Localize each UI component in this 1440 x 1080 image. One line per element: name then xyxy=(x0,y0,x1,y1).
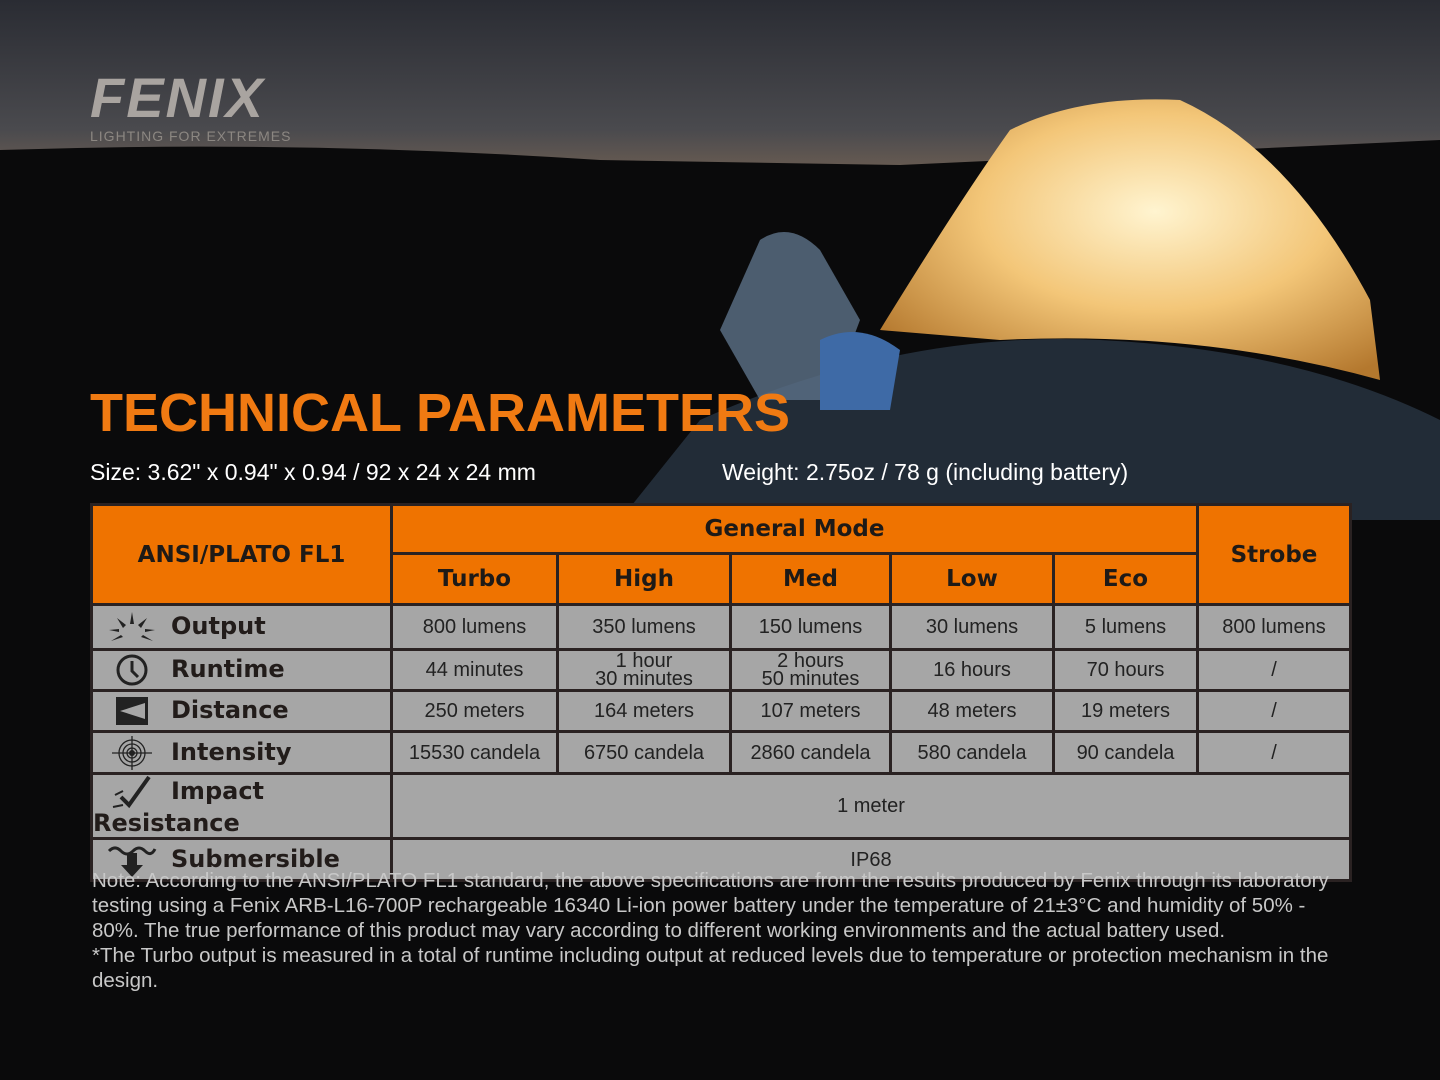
mode-high: High xyxy=(556,552,732,606)
table-row: Output 800 lumens 350 lumens 150 lumens 30 l… xyxy=(90,603,1352,651)
target-icon xyxy=(107,735,157,770)
row-label-text: Output xyxy=(171,612,266,640)
value-cell: / xyxy=(1196,689,1352,733)
mode-eco: Eco xyxy=(1052,552,1199,606)
spec-table: ANSI/PLATO FL1 General Mode Strobe Turbo… xyxy=(90,503,1352,882)
value-cell: 2860 candela xyxy=(729,730,892,775)
row-label-text: Distance xyxy=(171,696,289,724)
value-cell: 150 lumens xyxy=(729,603,892,651)
mode-low: Low xyxy=(889,552,1055,606)
value-cell: 70 hours xyxy=(1052,648,1199,692)
value-cell: 48 meters xyxy=(889,689,1055,733)
value-cell: 6750 candela xyxy=(556,730,732,775)
mode-med: Med xyxy=(729,552,892,606)
fenix-logo: FENIX LIGHTING FOR EXTREMES xyxy=(90,66,292,145)
row-label-text: Runtime xyxy=(171,655,285,683)
value-cell: 30 lumens xyxy=(889,603,1055,651)
logo-tagline: LIGHTING FOR EXTREMES xyxy=(90,128,292,144)
value-cell: / xyxy=(1196,730,1352,775)
value-cell: 5 lumens xyxy=(1052,603,1199,651)
value-cell: / xyxy=(1196,648,1352,692)
mode-turbo: Turbo xyxy=(390,552,559,606)
row-label: Distance xyxy=(90,689,393,733)
note-turbo: *The Turbo output is measured in a total… xyxy=(92,944,1329,992)
impact-icon xyxy=(107,775,157,809)
value-cell: IP68 xyxy=(390,837,1352,882)
table-row: Runtime 44 minutes 1 hour 30 minutes 2 hour… xyxy=(90,648,1352,692)
footnote: Note: According to the ANSI/PLATO FL1 st… xyxy=(92,868,1354,993)
row-label-text: Intensity xyxy=(171,737,292,766)
standard-header: ANSI/PLATO FL1 xyxy=(90,503,393,606)
weight-spec: Weight: 2.75oz / 78 g (including battery… xyxy=(722,459,1129,485)
page-title: TECHNICAL PARAMETERS xyxy=(90,383,791,443)
distance-icon xyxy=(107,694,157,728)
row-label: Submersible xyxy=(90,837,393,882)
submersible-icon xyxy=(107,843,157,877)
value-cell: 44 minutes xyxy=(390,648,559,692)
value-cell: 2 hours 50 minutes xyxy=(729,648,892,692)
value-cell: 164 meters xyxy=(556,689,732,733)
value-cell: 800 lumens xyxy=(1196,603,1352,651)
table-row: Intensity 15530 candela 6750 candela 2860 c… xyxy=(90,730,1352,775)
row-label-text: Impact Resistance xyxy=(93,777,265,837)
tent xyxy=(880,99,1380,380)
size-spec: Size: 3.62" x 0.94" x 0.94 / 92 x 24 x 2… xyxy=(90,459,536,485)
value-cell: 350 lumens xyxy=(556,603,732,651)
value-cell: 250 meters xyxy=(390,689,559,733)
row-label: Runtime xyxy=(90,648,393,692)
value-cell: 1 hour 30 minutes xyxy=(556,648,732,692)
table-row: Distance 250 meters 164 meters 107 meters 48… xyxy=(90,689,1352,733)
backpack xyxy=(820,332,900,410)
row-label: Impact Resistance xyxy=(90,772,393,840)
note-text: Note: According to the ANSI/PLATO FL1 st… xyxy=(92,869,1329,942)
table-row: Impact Resistance 1 meter xyxy=(90,772,1352,840)
value-cell: 90 candela xyxy=(1052,730,1199,775)
value-cell: 580 candela xyxy=(889,730,1055,775)
strobe-header: Strobe xyxy=(1196,503,1352,606)
value-cell: 19 meters xyxy=(1052,689,1199,733)
value-cell: 107 meters xyxy=(729,689,892,733)
clock-icon xyxy=(107,653,157,687)
value-cell: 16 hours xyxy=(889,648,1055,692)
row-label-text: Submersible xyxy=(171,844,340,873)
row-label: Intensity xyxy=(90,730,393,775)
value-cell: 1 meter xyxy=(390,772,1352,840)
value-cell: 15530 candela xyxy=(390,730,559,775)
logo-wordmark: FENIX xyxy=(90,66,265,129)
row-label: Output xyxy=(90,603,393,651)
table-row: Submersible IP68 xyxy=(90,837,1352,882)
value-cell: 800 lumens xyxy=(390,603,559,651)
general-mode-header: General Mode xyxy=(390,503,1199,555)
output-icon xyxy=(107,610,157,644)
